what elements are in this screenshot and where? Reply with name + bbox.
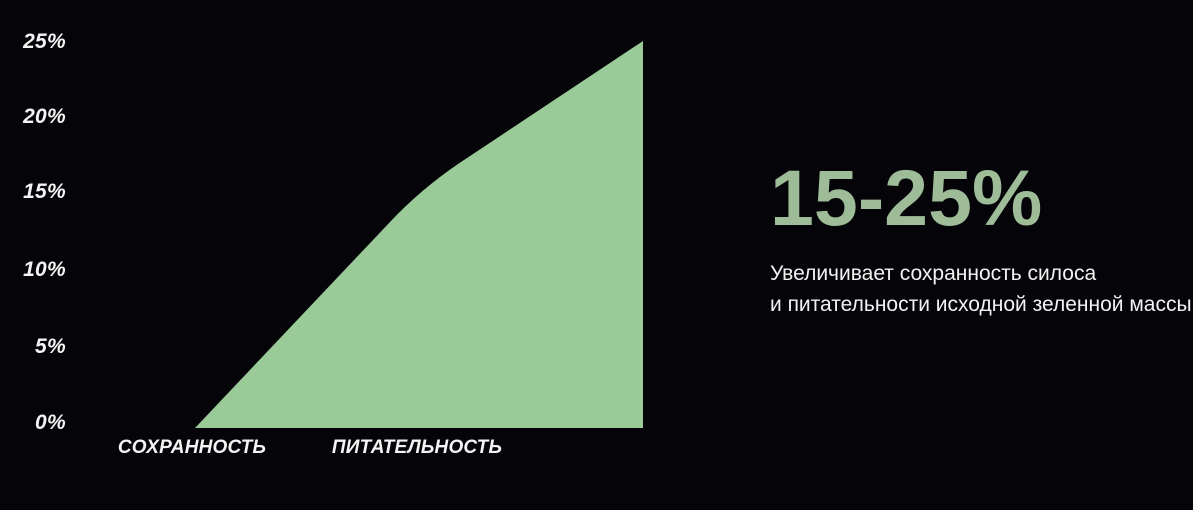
stat-description: Увеличивает сохранность силоса и питател…: [770, 258, 1193, 320]
stat-description-line-1: Увеличивает сохранность силоса: [770, 262, 1097, 285]
y-axis-tick-20: 20%: [23, 105, 66, 128]
y-axis-tick-10: 10%: [23, 258, 66, 281]
y-axis-tick-0: 0%: [35, 411, 66, 434]
y-axis-tick-15: 15%: [23, 180, 66, 203]
y-axis-tick-5: 5%: [35, 335, 66, 358]
stat-headline: 15-25%: [770, 153, 1043, 242]
stat-description-line-2: и питательности исходной зеленной массы: [770, 293, 1192, 316]
area-chart-shape: [195, 41, 643, 428]
x-axis-label-pitatelnost: ПИТАТЕЛЬНОСТЬ: [331, 437, 503, 458]
stat-block: 15-25% Увеличивает сохранность силоса и …: [770, 153, 1193, 320]
x-axis-label-sokhrannost: СОХРАННОСТЬ: [117, 437, 267, 458]
y-axis-tick-25: 25%: [23, 30, 66, 53]
